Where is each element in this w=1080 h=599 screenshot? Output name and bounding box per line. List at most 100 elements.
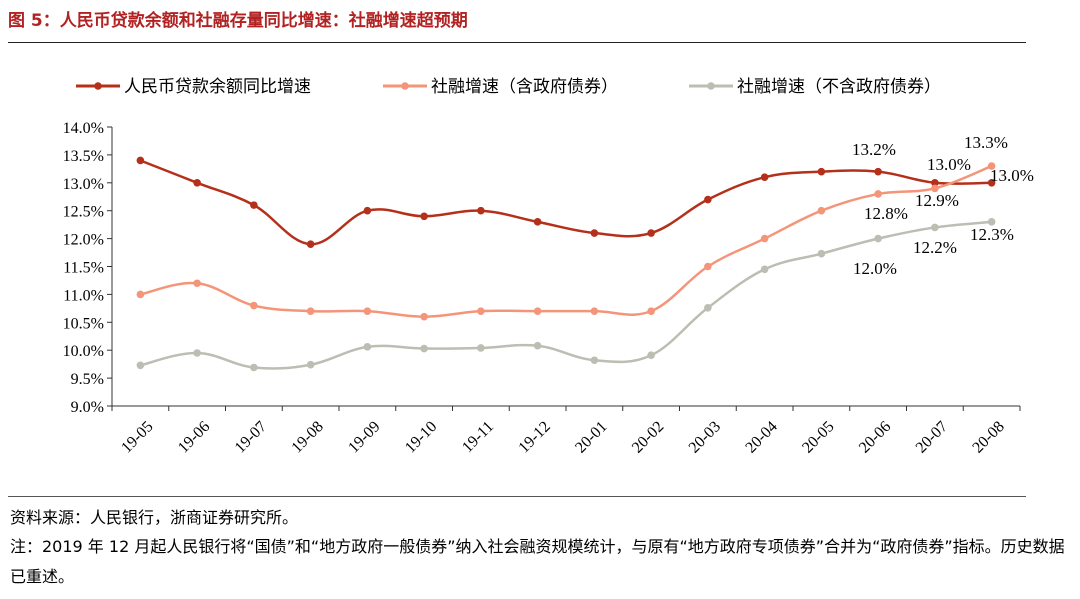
data-point-series-3 [987,218,996,226]
data-point-series-3 [250,363,258,372]
data-point-series-2 [760,234,769,243]
data-point-series-1 [420,212,428,221]
data-point-series-2 [420,312,428,321]
data-point-series-3 [704,303,712,312]
data-label: 12.0% [853,259,897,278]
legend-label-2: 社融增速（含政府债券） [431,77,618,97]
y-tick-label: 13.5% [63,148,104,165]
x-tick-label: 20-02 [629,418,667,456]
data-point-series-3 [874,234,882,243]
x-tick-label: 19-06 [175,418,213,456]
source-text: 资料来源：人民银行，浙商证券研究所。 [10,508,299,527]
data-point-series-1 [874,167,882,176]
x-tick-label: 19-10 [402,418,440,456]
data-point-series-2 [306,307,315,315]
data-point-series-1 [647,229,655,237]
source-rule [8,496,1026,497]
x-tick-label: 20-05 [799,418,837,456]
data-point-series-2 [533,307,542,315]
x-tick-label: 19-08 [288,418,326,456]
x-tick-label: 20-03 [686,418,724,456]
data-label: 12.3% [970,225,1014,244]
data-point-series-3 [533,341,542,350]
data-point-series-3 [136,361,145,370]
x-tick-label: 19-11 [459,418,497,456]
data-point-series-3 [477,344,485,352]
y-tick-label: 11.0% [63,287,104,304]
data-point-series-2 [987,162,996,170]
data-point-series-1 [704,195,712,204]
series-line-1 [139,159,992,246]
y-tick-label: 10.0% [63,343,104,360]
data-label: 13.0% [990,166,1034,185]
line-chart: 人民币贷款余额同比增速 社融增速（含政府债券） 社融增速（不含政府债券） 9.0% 9… [63,77,1034,457]
data-point-series-1 [250,201,258,209]
legend-marker-1 [94,82,102,90]
data-point-series-2 [931,184,939,193]
data-point-series-1 [817,167,826,176]
series-group [136,156,996,372]
data-label: 13.3% [964,133,1008,152]
data-label: 12.9% [915,191,959,210]
x-tick-label: 20-06 [856,418,894,456]
data-point-series-2 [363,307,372,315]
data-point-series-1 [931,179,939,187]
data-point-series-2 [136,290,145,299]
y-tick-label: 9.0% [71,399,104,416]
data-point-series-1 [590,229,599,237]
data-label: 13.2% [852,140,896,159]
data-point-series-1 [136,156,145,165]
legend-marker-2 [401,82,409,90]
data-point-series-2 [250,301,258,310]
x-tick-label: 20-08 [969,418,1007,456]
data-point-series-2 [704,262,712,271]
data-point-series-2 [193,279,201,288]
data-labels: 13.2% 13.0% 13.3% 13.0% 12.8% 12.9% 12.0% 12.2%… [852,133,1034,278]
data-point-series-3 [817,249,826,258]
data-label: 12.8% [864,204,908,223]
data-point-series-3 [420,344,428,353]
legend-label-3: 社融增速（不含政府债券） [737,77,941,97]
data-point-series-2 [647,307,655,315]
data-point-series-2 [817,206,826,215]
legend-marker-3 [707,82,715,90]
x-tick-label: 19-07 [232,418,270,456]
x-tick-label: 20-01 [572,418,610,456]
data-point-series-3 [931,223,939,232]
data-point-series-1 [477,206,485,215]
data-point-series-1 [760,173,769,182]
figure-title: 图 5：人民币贷款余额和社融存量同比增速：社融增速超预期 [8,11,468,31]
data-point-series-3 [363,343,372,351]
x-tick-label: 19-12 [515,418,553,456]
series-line-2 [140,164,993,318]
data-point-series-2 [477,307,485,315]
data-label: 13.0% [927,155,971,174]
data-point-series-3 [590,356,599,365]
y-tick-label: 11.5% [63,260,104,277]
note-text: 注：2019 年 12 月起人民银行将“国债”和“地方政府一般债券”纳入社会融资… [10,537,1065,586]
data-point-series-1 [363,206,372,215]
data-point-series-3 [760,265,769,274]
data-label: 12.2% [913,238,957,257]
y-tick-label: 14.0% [63,120,104,137]
data-point-series-2 [590,307,599,315]
y-tick-label: 9.5% [71,371,104,388]
x-tick-label: 19-05 [118,418,156,456]
data-point-series-1 [533,218,542,226]
x-tick-label: 19-09 [345,418,383,456]
x-tick-label: 20-07 [913,418,951,456]
data-point-series-3 [193,349,201,357]
legend-label-1: 人民币贷款余额同比增速 [124,77,311,97]
x-tick-label: 20-04 [742,418,780,456]
title-rule [8,42,1026,43]
y-tick-label: 12.5% [63,204,104,221]
series-line-3 [140,220,992,370]
y-tick-label: 10.5% [63,315,104,332]
data-point-series-3 [306,360,315,369]
legend: 人民币贷款余额同比增速 社融增速（含政府债券） 社融增速（不含政府债券） [76,77,941,97]
data-point-series-3 [647,351,655,360]
data-point-series-1 [193,179,201,187]
y-tick-label: 12.0% [63,232,104,249]
data-point-series-2 [874,190,882,198]
data-point-series-1 [306,240,315,248]
